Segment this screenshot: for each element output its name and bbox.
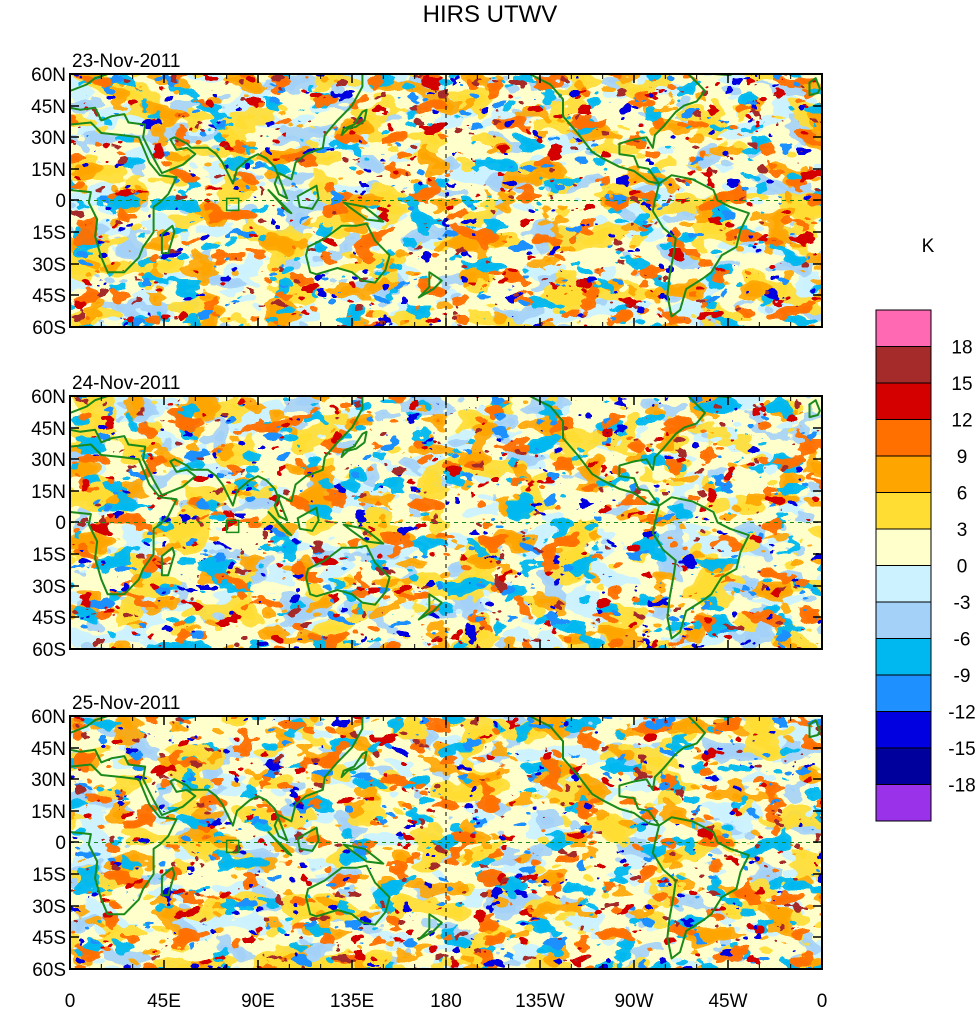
colorbar-level-label: -15 bbox=[948, 739, 975, 760]
colorbar-box bbox=[875, 601, 932, 639]
panel-date-label: 23-Nov-2011 bbox=[72, 51, 180, 72]
colorbar-box bbox=[875, 382, 932, 420]
colorbar: K 18 15 12 9 6 3 0 -3 -6 -9 -12 -15 -18 bbox=[875, 236, 976, 822]
colorbar-box bbox=[875, 747, 932, 785]
region-box bbox=[225, 839, 240, 854]
lat-tick-label: 30S bbox=[32, 897, 66, 918]
colorbar-box bbox=[875, 419, 932, 457]
lat-tick-label: 60N bbox=[31, 707, 66, 728]
colorbar-level-label: 18 bbox=[951, 338, 972, 359]
lat-tick-label: 30S bbox=[32, 577, 66, 598]
lon-tick-label: 90W bbox=[614, 991, 653, 1012]
lon-tick-label: 135E bbox=[330, 991, 374, 1012]
lat-tick-label: 15N bbox=[31, 802, 66, 823]
colorbar-box bbox=[875, 638, 932, 676]
lat-tick-label: 30N bbox=[31, 450, 66, 471]
lat-tick-label: 60N bbox=[31, 387, 66, 408]
lat-tick-label: 0 bbox=[55, 513, 66, 534]
map-panel: 60N 45N 30N 15N 0 15S 30S 45S 60S 25-Nov-2011 bbox=[31, 693, 823, 981]
lon-tick-label: 45E bbox=[147, 991, 181, 1012]
region-box bbox=[225, 519, 240, 534]
coastlines bbox=[70, 716, 821, 960]
lat-tick-label: 15S bbox=[32, 865, 66, 886]
panel-date-label: 24-Nov-2011 bbox=[72, 373, 180, 394]
lat-tick-label: 60S bbox=[32, 318, 66, 339]
lat-tick-label: 30N bbox=[31, 128, 66, 149]
region-box bbox=[225, 197, 240, 212]
lat-tick-label: 30S bbox=[32, 255, 66, 276]
colorbar-box bbox=[875, 528, 932, 566]
lat-tick-label: 15S bbox=[32, 223, 66, 244]
colorbar-level-label: -6 bbox=[954, 630, 971, 651]
lat-tick-label: 30N bbox=[31, 770, 66, 791]
colorbar-box bbox=[875, 784, 932, 822]
colorbar-level-label: 15 bbox=[951, 374, 972, 395]
colorbar-box bbox=[875, 455, 932, 493]
lon-tick-label: 180 bbox=[430, 991, 462, 1012]
colorbar-unit-label: K bbox=[922, 236, 935, 257]
coastlines bbox=[70, 396, 821, 640]
lat-tick-label: 45S bbox=[32, 286, 66, 307]
colorbar-level-label: 9 bbox=[957, 447, 968, 468]
lat-tick-label: 60S bbox=[32, 640, 66, 661]
colorbar-box bbox=[875, 346, 932, 384]
colorbar-box bbox=[875, 492, 932, 530]
lon-tick-label: 0 bbox=[817, 991, 828, 1012]
lat-tick-label: 15N bbox=[31, 160, 66, 181]
lat-tick-label: 45S bbox=[32, 928, 66, 949]
panel-date-label: 25-Nov-2011 bbox=[72, 693, 180, 714]
lon-tick-label: 90E bbox=[241, 991, 275, 1012]
lat-tick-label: 15S bbox=[32, 545, 66, 566]
map-panel: 60N 45N 30N 15N 0 15S 30S 45S 60S 24-Nov-2011 bbox=[31, 373, 823, 661]
colorbar-level-label: -12 bbox=[948, 703, 975, 724]
map-panel: 60N 45N 30N 15N 0 15S 30S 45S 60S 23-Nov-2011 bbox=[31, 51, 823, 339]
colorbar-level-label: 3 bbox=[957, 520, 968, 541]
lon-tick-label: 45W bbox=[708, 991, 747, 1012]
colorbar-level-label: -9 bbox=[954, 666, 971, 687]
colorbar-level-label: 6 bbox=[957, 484, 968, 505]
colorbar-level-label: 12 bbox=[951, 411, 972, 432]
colorbar-box bbox=[875, 309, 932, 347]
colorbar-level-label: 0 bbox=[957, 557, 968, 578]
lat-tick-label: 45N bbox=[31, 97, 66, 118]
colorbar-level-label: -3 bbox=[954, 593, 971, 614]
lat-tick-label: 60S bbox=[32, 960, 66, 981]
lat-tick-label: 45N bbox=[31, 739, 66, 760]
lon-tick-label: 135W bbox=[515, 991, 565, 1012]
lat-tick-label: 0 bbox=[55, 191, 66, 212]
lon-tick-label: 0 bbox=[65, 991, 76, 1012]
colorbar-box bbox=[875, 711, 932, 749]
lat-tick-label: 0 bbox=[55, 833, 66, 854]
colorbar-box bbox=[875, 674, 932, 712]
colorbar-level-label: -18 bbox=[948, 776, 975, 797]
lat-tick-label: 60N bbox=[31, 65, 66, 86]
colorbar-box bbox=[875, 565, 932, 603]
main-title: HIRS UTWV bbox=[423, 1, 558, 28]
coastlines bbox=[70, 74, 821, 318]
lat-tick-label: 15N bbox=[31, 482, 66, 503]
lat-tick-label: 45S bbox=[32, 608, 66, 629]
lat-tick-label: 45N bbox=[31, 419, 66, 440]
